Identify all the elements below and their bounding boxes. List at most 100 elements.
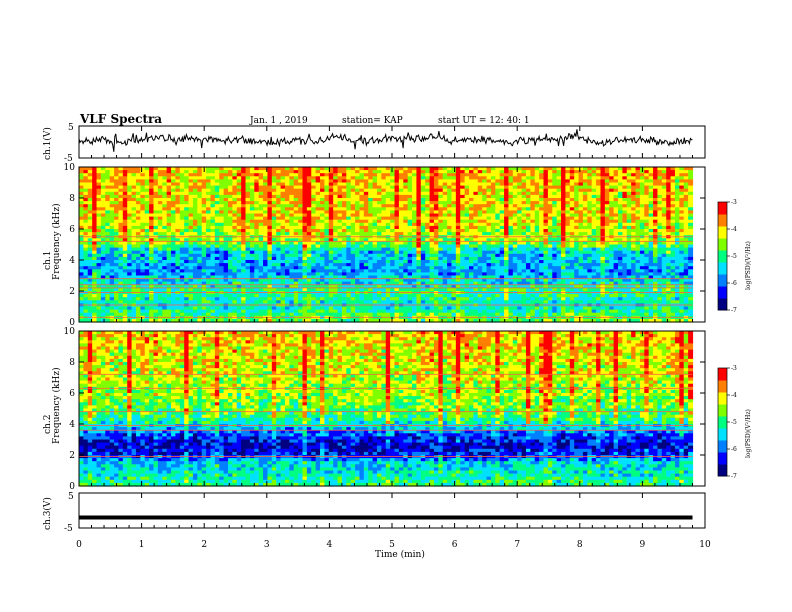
spectrogram-cell [210,179,216,184]
spectrogram-cell [157,170,163,174]
spectrogram-cell [83,201,89,205]
spectrogram-cell [504,201,510,205]
spectrogram-cell [626,210,632,215]
spectrogram-cell [530,194,536,199]
spectrogram-cell [232,179,238,184]
spectrogram-cell [118,201,124,205]
spectrogram-cell [227,194,233,199]
spectrogram-cell [214,194,220,199]
spectrogram-cell [355,210,361,215]
spectrogram-cell [490,198,496,202]
spectrogram-cell [530,198,536,202]
spectrogram-cell [284,179,290,184]
spectrogram-cell [157,188,163,193]
spectrogram-cell [293,182,299,187]
spectrogram-cell [495,204,501,208]
spectrogram-cell [157,210,163,215]
spectrogram-cell [118,185,124,190]
spectrogram-cell [171,216,176,221]
spectrogram-cell [214,173,220,177]
spectrogram-cell [385,182,391,187]
spectrogram-cell [341,201,347,205]
spectrogram-cell [171,201,176,205]
spectrogram-cell [184,207,190,211]
spectrogram-cell [482,210,488,215]
spectrogram-cell [543,198,549,202]
spectrogram-cell [591,179,597,184]
spectrogram-cell [197,194,203,199]
spectrogram-cell [504,188,510,193]
spectrogram-cell [464,194,470,199]
spectrogram-cell [346,170,352,174]
spectrogram-cell [263,210,269,215]
spectrogram-cell [661,188,667,193]
spectrogram-cell [363,213,369,218]
spectrogram-cell [657,173,663,177]
spectrogram-cell [87,194,93,199]
spectrogram-cell [184,191,190,196]
spectrogram-cell [653,176,659,180]
spectrogram-cell [407,176,413,180]
spectrogram-cell [460,188,466,193]
spectrogram-cell [109,207,115,211]
spectrogram-cell [214,170,220,174]
spectrogram-cell [114,210,120,215]
spectrogram-cell [648,213,654,218]
spectrogram-cell [227,201,233,205]
spectrogram-cell [184,167,190,171]
spectrogram-cell [639,179,645,184]
spectrogram-cell [359,201,365,205]
spectrogram-cell [609,207,615,211]
spectrogram-cell [271,167,277,171]
spectrogram-cell [512,185,518,190]
spectrogram-cell [263,204,269,208]
spectrogram-cell [83,182,89,187]
spectrogram-cell [604,198,610,202]
spectrogram-cell [324,182,330,187]
spectrogram-cell [140,191,146,196]
spectrogram-cell [622,201,628,205]
spectrogram-cell [197,182,203,187]
spectrogram-cell [162,198,168,202]
spectrogram-cell [162,194,168,199]
spectrogram-cell [447,213,453,218]
spectrogram-cell [666,185,672,190]
spectrogram-cell [547,182,553,187]
spectrogram-cell [674,185,680,190]
spectrogram-cell [565,170,571,174]
spectrogram-cell [276,207,282,211]
spectrogram-cell [258,173,264,177]
spectrogram-cell [591,210,597,215]
spectrogram-cell [582,179,588,184]
spectrogram-cell [416,210,422,215]
spectrogram-cell [197,198,203,202]
spectrogram-cell [171,176,176,180]
spectrogram-cell [556,210,562,215]
spectrogram-cell [451,182,457,187]
spectrogram-cell [552,207,558,211]
spectrogram-cell [609,173,615,177]
spectrogram-cell [298,185,304,190]
spectrogram-cell [390,213,396,218]
spectrogram-cell [341,185,347,190]
spectrogram-cell [188,170,194,174]
spectrogram-cell [241,185,247,190]
spectrogram-cell [525,204,531,208]
spectrogram-cell [368,179,374,184]
spectrogram-cell [284,207,290,211]
spectrogram-cell [315,167,321,171]
spectrogram-cell [416,182,422,187]
spectrogram-cell [604,179,610,184]
spectrogram-cell [192,216,198,221]
spectrogram-cell [412,185,418,190]
spectrogram-cell [486,188,492,193]
spectrogram-cell [223,191,229,196]
spectrogram-cell [223,207,229,211]
spectrogram-cell [504,173,510,177]
spectrogram-cell [135,179,141,184]
spectrogram-cell [617,207,623,211]
spectrogram-cell [109,198,115,202]
spectrogram-cell [127,194,133,199]
spectrogram-cell [144,188,150,193]
spectrogram-cell [368,204,374,208]
